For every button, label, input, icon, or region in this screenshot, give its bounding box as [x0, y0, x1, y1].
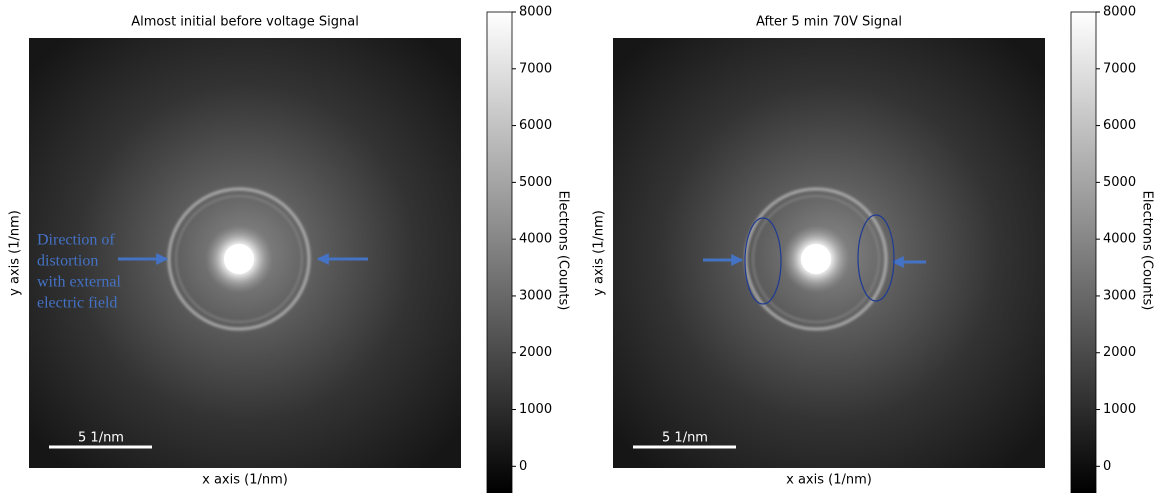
x-axis-label: x axis (1/nm) — [202, 473, 288, 488]
colorbar-tick-label: 4000 — [1103, 232, 1136, 247]
annotation: with external — [37, 274, 122, 291]
chart-title: After 5 min 70V Signal — [756, 15, 902, 30]
colorbar-tick-label: 3000 — [519, 288, 552, 303]
colorbar-tick-label: 2000 — [1103, 345, 1136, 360]
colorbar-tick-label: 6000 — [519, 118, 552, 133]
scale-bar-label: 5 1/nm — [78, 431, 124, 446]
chart-title: Almost initial before voltage Signal — [131, 15, 359, 30]
colorbar-tick-label: 8000 — [1103, 5, 1136, 20]
colorbar-tick-label: 1000 — [1103, 402, 1136, 417]
colorbar-tick-label: 2000 — [519, 345, 552, 360]
central-spot — [801, 244, 831, 274]
annotation: Direction of — [37, 232, 115, 249]
colorbar-tick-label: 5000 — [1103, 175, 1136, 190]
colorbar-tick-label: 4000 — [519, 232, 552, 247]
colorbar-tick-label: 0 — [519, 459, 527, 474]
colorbar-tick-label: 5000 — [519, 175, 552, 190]
scale-bar-label: 5 1/nm — [662, 431, 708, 446]
x-axis-label: x axis (1/nm) — [786, 473, 872, 488]
colorbar — [1071, 12, 1096, 493]
colorbar-tick-label: 0 — [1103, 459, 1111, 474]
colorbar-label: Electrons (Counts) — [556, 191, 571, 311]
colorbar-tick-label: 6000 — [1103, 118, 1136, 133]
annotation: electric field — [37, 295, 117, 312]
colorbar-label: Electrons (Counts) — [1140, 191, 1154, 311]
colorbar-tick-label: 8000 — [519, 5, 552, 20]
colorbar-tick-label: 7000 — [519, 61, 552, 76]
colorbar-tick-label: 7000 — [1103, 61, 1136, 76]
y-axis-label: y axis (1/nm) — [592, 210, 607, 296]
colorbar-tick-label: 1000 — [519, 402, 552, 417]
central-spot — [224, 244, 254, 274]
colorbar-tick-label: 3000 — [1103, 288, 1136, 303]
y-axis-label: y axis (1/nm) — [8, 210, 23, 296]
colorbar — [487, 12, 512, 493]
annotation: distortion — [37, 253, 98, 270]
